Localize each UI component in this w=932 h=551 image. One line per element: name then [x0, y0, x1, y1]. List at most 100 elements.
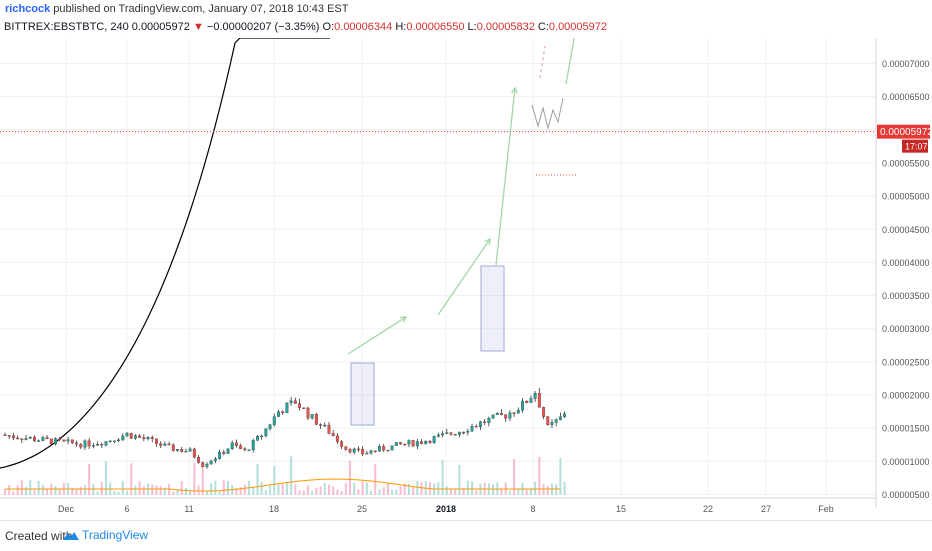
candle-body	[352, 448, 356, 453]
high-label: H:	[395, 21, 407, 33]
candle-body	[66, 439, 70, 442]
y-tick-label: 0.00001000	[882, 457, 930, 467]
volume-bar	[222, 480, 225, 495]
volume-bar	[269, 485, 272, 495]
y-tick-label: 0.00005000	[882, 192, 930, 202]
candle-body	[41, 437, 45, 441]
candle-body	[394, 442, 398, 446]
consolidation-box[interactable]	[350, 362, 375, 426]
annotations[interactable]	[347, 38, 578, 426]
candle-body	[323, 424, 327, 427]
candle-body	[54, 438, 57, 445]
volume-bar	[407, 484, 410, 495]
candle-body	[390, 445, 394, 451]
candle-body	[319, 424, 323, 426]
volume-bar	[243, 484, 246, 495]
candle-body	[512, 412, 516, 414]
volume-bar	[403, 483, 406, 495]
high-value: 0.00006550	[406, 21, 465, 33]
candle-body	[537, 393, 541, 408]
candle-body	[112, 440, 116, 443]
candle-body	[373, 450, 377, 452]
y-tick-label: 0.00003500	[882, 291, 930, 301]
candle-body	[550, 422, 554, 425]
time-axis[interactable]: Dec 6 11 18 25 2018 8 15 22 27 Feb	[58, 504, 834, 514]
volume-bar	[138, 481, 141, 495]
candle-body	[192, 448, 196, 458]
candle-body	[62, 439, 66, 442]
candle-body	[75, 442, 78, 445]
x-tick-label: 18	[269, 504, 279, 514]
candle-body	[365, 452, 369, 455]
volume-bar	[260, 482, 263, 495]
candle-body	[272, 416, 276, 425]
volume-bar	[361, 481, 364, 495]
projection-dashed	[539, 45, 546, 79]
candle-body	[525, 400, 529, 403]
candle-body	[466, 431, 470, 433]
candle-body	[268, 424, 272, 429]
volume-bar	[466, 480, 469, 495]
candle-body	[529, 398, 533, 403]
volume-bar	[20, 480, 23, 495]
candle-body	[521, 400, 524, 411]
candle-body	[104, 441, 108, 446]
trend-arrow[interactable]	[565, 38, 576, 85]
projection-path[interactable]	[531, 97, 564, 130]
volume-bar	[340, 491, 343, 495]
volume-bar	[4, 489, 6, 495]
footer: Created with TradingView	[0, 520, 932, 551]
candle-body	[24, 438, 28, 440]
volume-bar	[344, 483, 347, 495]
candle-body	[150, 437, 154, 439]
candle-body	[432, 436, 436, 443]
candle-body	[302, 407, 306, 409]
candle-body	[491, 414, 495, 419]
candle-body	[7, 435, 11, 437]
trend-arrow[interactable]	[495, 87, 516, 266]
arrow-head	[399, 316, 408, 323]
candle-body	[20, 438, 24, 440]
author-link[interactable]: richcock	[5, 3, 51, 15]
volume-bar	[218, 490, 221, 495]
trend-arrow[interactable]	[347, 316, 407, 355]
volume-bar	[534, 481, 537, 495]
volume-bar	[508, 490, 511, 495]
volume-bar	[16, 485, 19, 495]
volume-bar	[475, 490, 478, 495]
last-price: 0.00005972	[131, 21, 190, 33]
candle-body	[100, 444, 104, 446]
candle-body	[108, 440, 112, 443]
close-label: C:	[537, 21, 549, 33]
candle-body	[348, 449, 352, 453]
volume-bar	[353, 482, 356, 495]
consolidation-box[interactable]	[480, 265, 505, 352]
candle-body	[218, 451, 222, 459]
candle-body	[331, 433, 335, 437]
candle-body	[293, 400, 297, 404]
volume-bar	[302, 490, 305, 495]
volume-bar	[37, 480, 40, 495]
volume-bar	[163, 487, 166, 495]
volume-bar	[235, 487, 238, 495]
candle-body	[495, 413, 499, 415]
candle-body	[247, 449, 251, 452]
candle-body	[243, 448, 247, 451]
candle-body	[356, 448, 360, 451]
candle-body	[91, 445, 95, 447]
trend-arrow[interactable]	[437, 238, 491, 316]
volume-bar	[391, 489, 394, 495]
tradingview-brand[interactable]: TradingView	[63, 528, 148, 542]
volume-bar	[471, 481, 474, 495]
price-chart[interactable]: 0.000070000.000065000.000060000.00005500…	[0, 38, 932, 520]
volume-bar	[349, 460, 352, 495]
symbol-label[interactable]: BITTREX:EBSTBTC, 240	[4, 21, 129, 33]
volume-bar	[79, 486, 82, 495]
candle-body	[453, 434, 457, 436]
x-tick-label: 11	[184, 504, 193, 514]
last-price-tag-label: 0.00005972	[880, 127, 932, 138]
volume-bar	[113, 490, 116, 495]
plot-area[interactable]	[0, 38, 876, 498]
candle-body	[462, 431, 466, 434]
down-arrow-icon: ▼	[192, 21, 204, 33]
